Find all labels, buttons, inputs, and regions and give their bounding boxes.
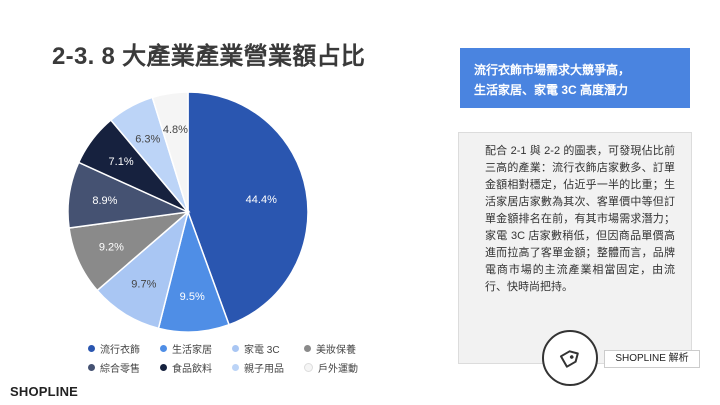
pie-slice-label-7: 4.8% bbox=[163, 124, 188, 136]
legend-label-4: 綜合零售 bbox=[100, 364, 140, 375]
legend-dot-2 bbox=[232, 345, 239, 352]
legend-dot-4 bbox=[88, 364, 95, 371]
pie-slice-label-6: 6.3% bbox=[135, 133, 160, 145]
pie-slice-label-0: 44.4% bbox=[246, 194, 277, 206]
legend-dot-3 bbox=[304, 345, 311, 352]
pie-slice-2 bbox=[96, 209, 190, 330]
pie-slice-label-1: 9.5% bbox=[180, 291, 205, 303]
analysis-text: 配合 2-1 與 2-2 的圖表，可發現佔比前三高的產業：流行衣飾店家數多、訂單… bbox=[485, 145, 675, 293]
legend-dot-6 bbox=[232, 364, 239, 371]
badge-label: SHOPLINE 解析 bbox=[604, 350, 700, 368]
legend-label-7: 戶外運動 bbox=[318, 364, 358, 375]
legend-label-0: 流行衣飾 bbox=[100, 345, 140, 356]
shopline-logo: SHOPLINE bbox=[10, 384, 79, 399]
legend-item-0: 流行衣飾 bbox=[88, 341, 160, 356]
legend-item-1: 生活家居 bbox=[160, 341, 232, 356]
pie-slice-4 bbox=[67, 161, 191, 229]
pie-slice-label-5: 7.1% bbox=[109, 156, 134, 168]
pie-slice-3 bbox=[68, 210, 191, 292]
legend-label-5: 食品飲料 bbox=[172, 364, 212, 375]
pie-slice-label-4: 8.9% bbox=[92, 195, 117, 207]
banner-line-2: 生活家居、家電 3C 高度潛力 bbox=[474, 83, 629, 97]
analysis-panel: 配合 2-1 與 2-2 的圖表，可發現佔比前三高的產業：流行衣飾店家數多、訂單… bbox=[458, 132, 692, 364]
legend-item-3: 美妝保養 bbox=[304, 341, 376, 356]
legend-item-4: 綜合零售 bbox=[88, 360, 160, 375]
tag-icon bbox=[559, 350, 579, 368]
pie-slice-0 bbox=[187, 91, 309, 326]
legend-item-2: 家電 3C bbox=[232, 341, 304, 356]
page-title: 2-3. 8 大產業產業營業額占比 bbox=[52, 43, 366, 70]
pie-slice-5 bbox=[77, 119, 189, 213]
pie-slice-1 bbox=[157, 209, 231, 333]
legend-dot-1 bbox=[160, 345, 167, 352]
headline-banner: 流行衣飾市場需求大競爭高， 生活家居、家電 3C 高度潛力 bbox=[460, 48, 690, 108]
pie-slice-label-2: 9.7% bbox=[131, 278, 156, 290]
legend-label-1: 生活家居 bbox=[172, 345, 212, 356]
pie-slice-6 bbox=[109, 96, 189, 213]
legend-label-2: 家電 3C bbox=[244, 345, 280, 356]
chart-legend: 流行衣飾 生活家居 家電 3C 美妝保養綜合零售 食品飲料 親子用品 戶外運動 bbox=[88, 341, 378, 375]
legend-label-6: 親子用品 bbox=[244, 364, 284, 375]
legend-dot-0 bbox=[88, 345, 95, 352]
legend-dot-5 bbox=[160, 364, 167, 371]
pie-slice-label-3: 9.2% bbox=[99, 241, 124, 253]
legend-label-3: 美妝保養 bbox=[316, 345, 356, 356]
badge-circle bbox=[542, 330, 598, 386]
legend-item-5: 食品飲料 bbox=[160, 360, 232, 375]
legend-item-7: 戶外運動 bbox=[304, 360, 376, 375]
legend-item-6: 親子用品 bbox=[232, 360, 304, 375]
pie-slice-7 bbox=[151, 91, 189, 213]
banner-line-1: 流行衣飾市場需求大競爭高， bbox=[474, 63, 631, 77]
legend-dot-7 bbox=[304, 363, 313, 372]
